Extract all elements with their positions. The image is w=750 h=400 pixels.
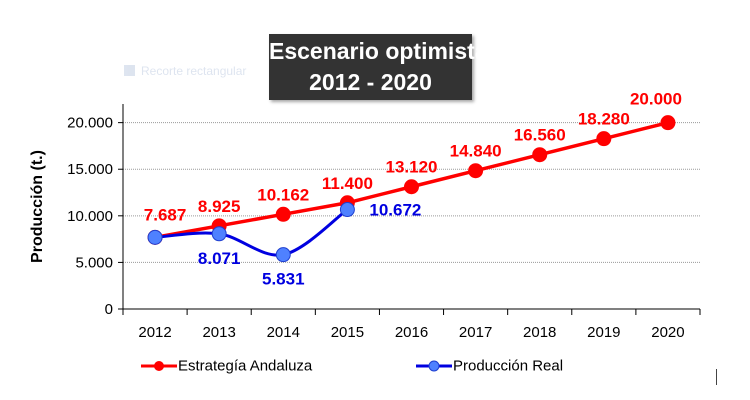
legend-marker-red-icon (141, 361, 177, 372)
y-tick-label: 10.000 (67, 208, 113, 225)
y-axis-label: Producción (t.) (29, 150, 46, 263)
point-estrategia (596, 131, 612, 147)
x-tick-label: 2013 (202, 324, 235, 341)
data-label-estrategia: 8.925 (198, 197, 241, 216)
y-tick-label: 0 (105, 301, 113, 318)
data-label-estrategia: 7.687 (144, 205, 187, 224)
x-tick-label: 2019 (587, 324, 620, 341)
chart-title: Escenario optimista 2012 - 2020 (269, 34, 488, 100)
snip-icon (124, 65, 135, 76)
data-label-estrategia: 13.120 (386, 158, 438, 177)
data-label-estrategia: 20.000 (630, 90, 682, 109)
x-tick-label: 2012 (138, 324, 171, 341)
y-tick-label: 20.000 (67, 115, 113, 132)
point-produccion (339, 202, 355, 218)
x-tick-label: 2015 (331, 324, 364, 341)
data-label-produccion: 8.071 (198, 249, 241, 268)
x-tick-label: 2016 (395, 324, 428, 341)
data-label-estrategia: 11.400 (322, 174, 373, 193)
chart-title-line2: 2012 - 2020 (309, 69, 432, 95)
data-label-produccion: 10.672 (369, 201, 421, 220)
legend-marker-blue-icon (416, 360, 452, 372)
point-estrategia (404, 179, 419, 195)
point-estrategia (468, 163, 484, 179)
x-tick-label: 2017 (459, 324, 492, 341)
x-tick-label: 2018 (523, 324, 556, 341)
legend-label-red: Estrategía Andaluza (178, 357, 313, 375)
text-cursor (716, 369, 717, 385)
ghost-snip-label: Recorte rectangular (124, 64, 246, 78)
series-line-produccion (154, 208, 349, 257)
x-tick-label: 2014 (267, 324, 300, 341)
y-tick-label: 15.000 (67, 161, 113, 178)
data-label-estrategia: 18.280 (578, 110, 630, 129)
legend-label-blue: Producción Real (453, 357, 564, 375)
point-estrategia (660, 115, 676, 131)
point-produccion (275, 247, 291, 263)
y-tick-label: 5.000 (75, 254, 113, 271)
point-estrategia (275, 206, 291, 222)
data-label-estrategia: 14.840 (450, 142, 502, 161)
data-label-estrategia: 16.560 (514, 126, 566, 145)
x-tick-label: 2020 (651, 324, 684, 341)
data-label-estrategia: 10.162 (257, 185, 309, 204)
point-estrategia (532, 147, 548, 163)
legend-item-blue: Producción Real (415, 357, 563, 375)
data-label-produccion: 5.831 (262, 270, 305, 289)
legend-item-red: Estrategía Andaluza (140, 357, 312, 375)
chart-title-line1: Escenario optimista (269, 38, 488, 64)
point-produccion (211, 226, 227, 242)
point-produccion (147, 229, 163, 245)
